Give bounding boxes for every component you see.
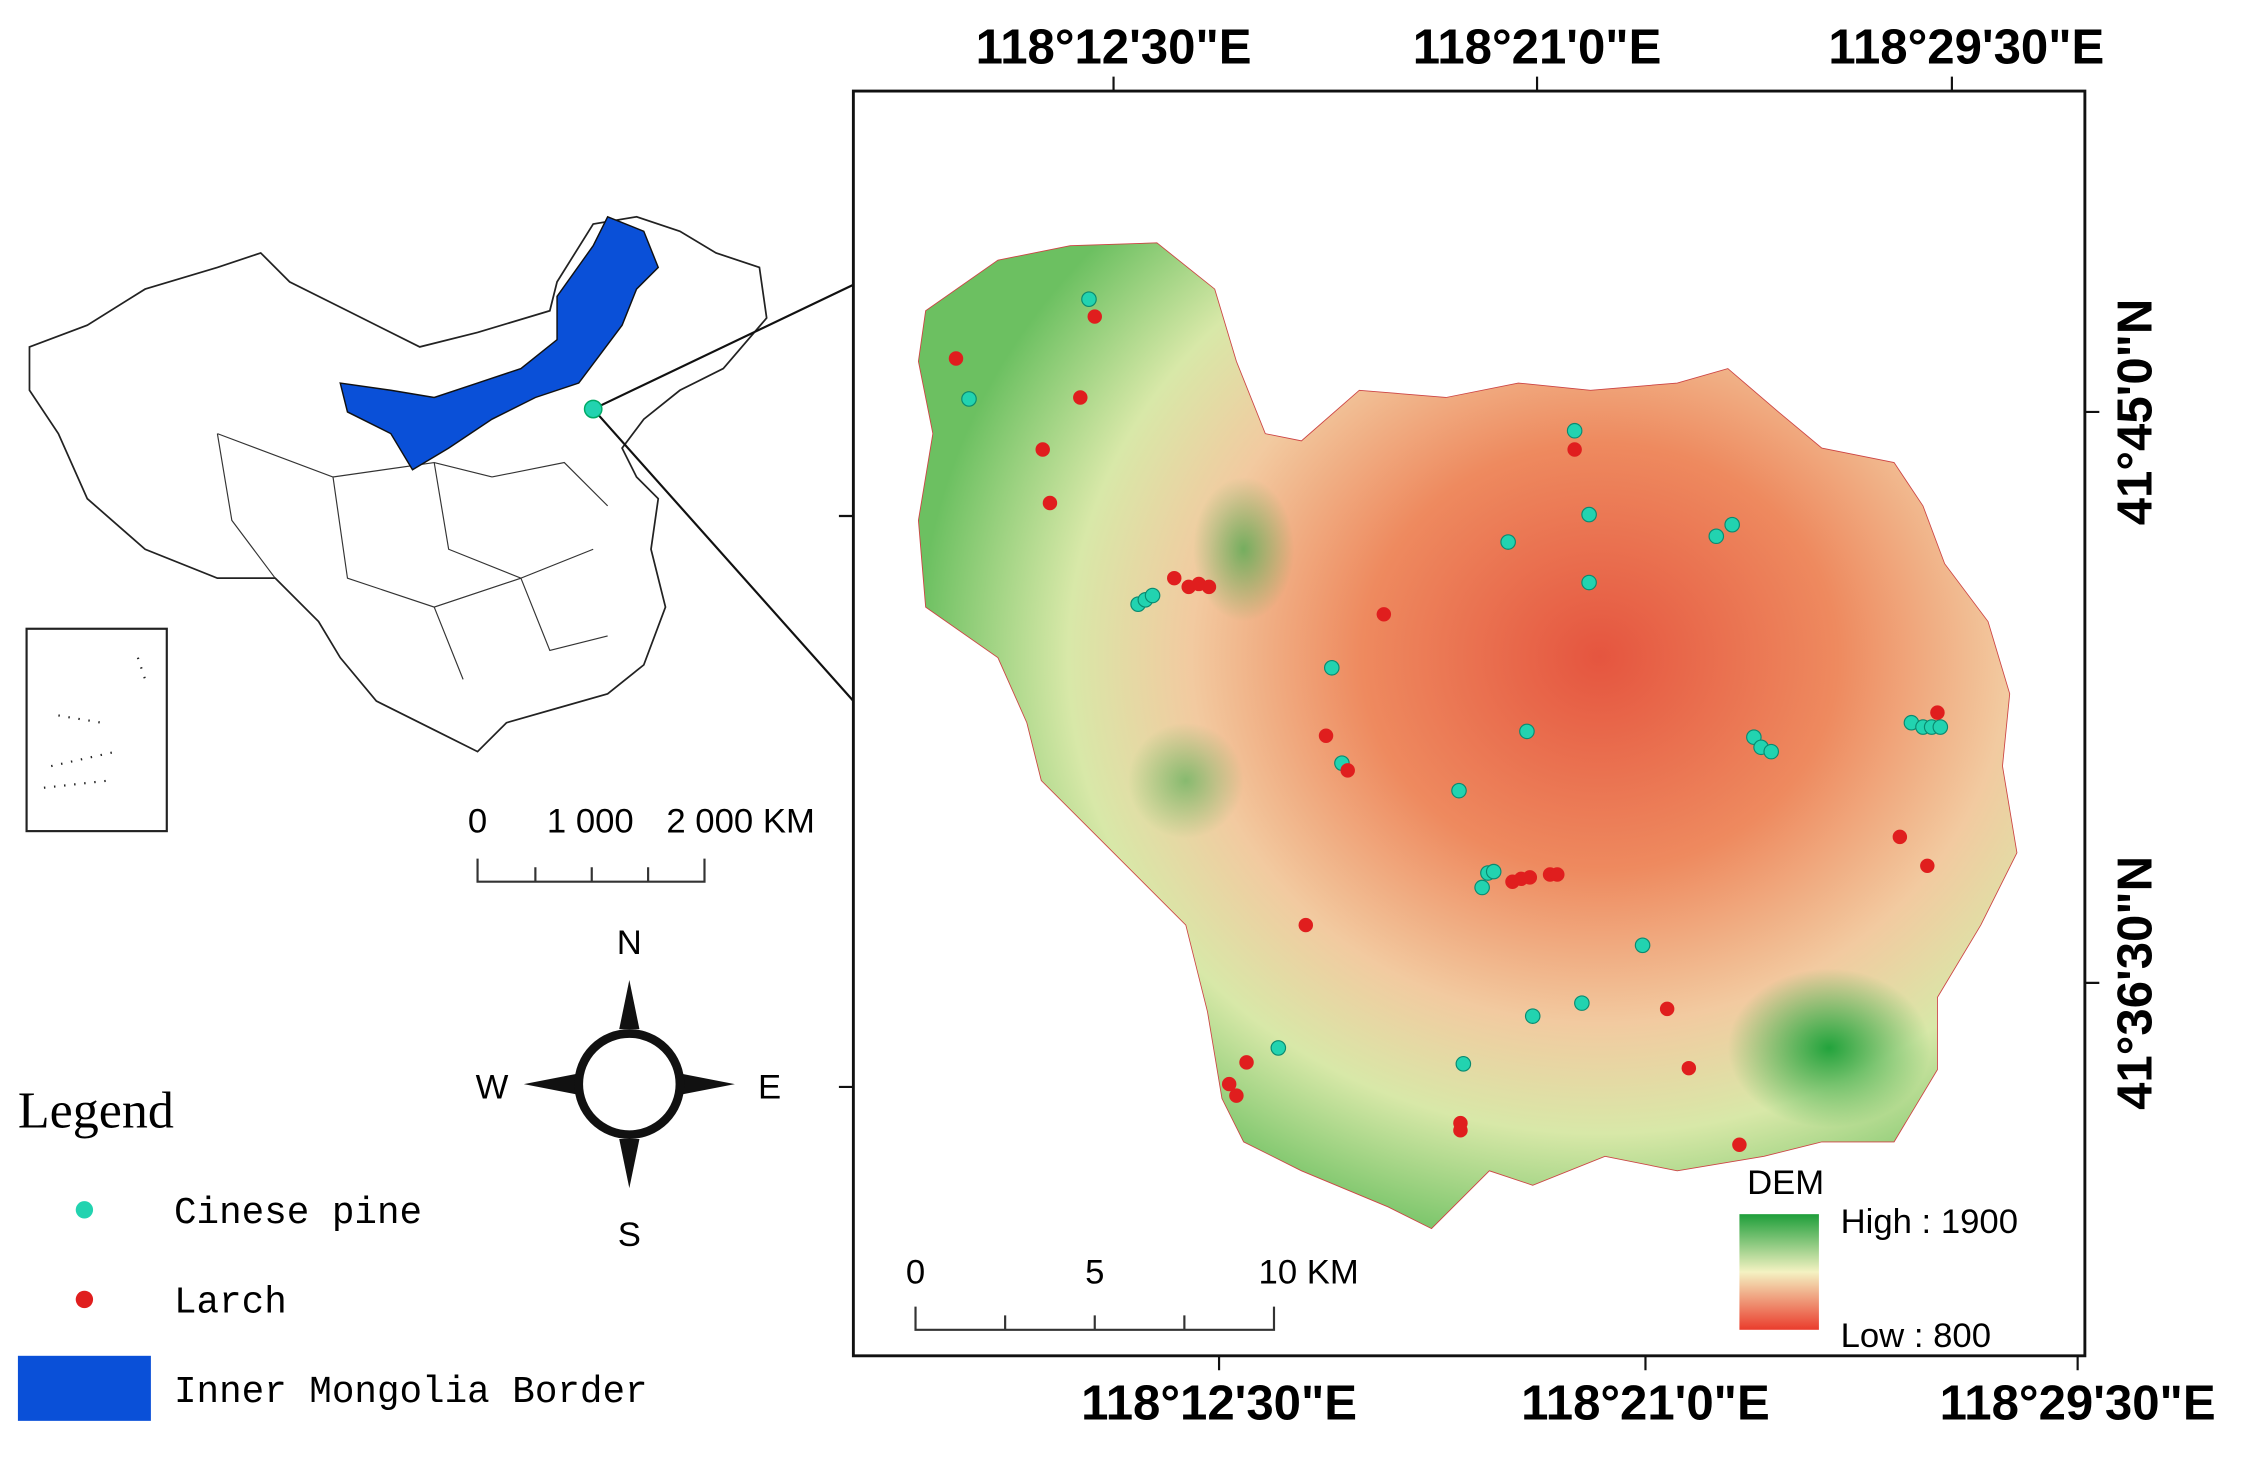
- scale-label: 5: [1085, 1254, 1104, 1292]
- compass-label: W: [476, 1069, 509, 1107]
- compass-label: N: [617, 924, 642, 962]
- legend-symbol: [17, 1355, 151, 1421]
- scale-label: 10 KM: [1259, 1254, 1359, 1292]
- compass-label: E: [758, 1069, 781, 1107]
- pine-point: [1451, 782, 1467, 799]
- pine-point: [1566, 422, 1583, 439]
- pine-point: [1574, 995, 1590, 1011]
- pine-point: [1581, 574, 1597, 591]
- longitude-label: 118°29'30"E: [1828, 21, 2104, 75]
- larch-point: [1229, 1088, 1244, 1103]
- pine-point: [1524, 1008, 1541, 1024]
- scale-bar: [914, 1306, 1276, 1331]
- latitude-label: 41°36'30"N: [2108, 856, 2162, 1110]
- larch-point: [1930, 705, 1945, 720]
- dem-low: Low : 800: [1841, 1317, 1991, 1355]
- larch-point: [948, 351, 964, 366]
- longitude-label: 118°12'30"E: [1081, 1376, 1357, 1430]
- pine-point: [1708, 528, 1725, 545]
- larch-point: [1567, 442, 1582, 457]
- compass-label: S: [618, 1216, 641, 1254]
- larch-point: [1550, 867, 1565, 882]
- study-area-location: [583, 399, 603, 419]
- larch-point: [1892, 829, 1908, 845]
- legend-symbol: [75, 1201, 94, 1219]
- latitude-label: 41°45'0"N: [2108, 299, 2162, 526]
- larch-point: [1659, 1001, 1675, 1017]
- pine-point: [1324, 659, 1340, 676]
- larch-point: [1073, 390, 1088, 405]
- scale-label: 1 000: [547, 803, 634, 841]
- larch-point: [1298, 917, 1314, 933]
- larch-point: [1042, 495, 1058, 511]
- province-lines: [216, 433, 609, 680]
- legend-label: Larch: [174, 1282, 287, 1324]
- larch-point: [1681, 1060, 1697, 1076]
- watershed-dem: [917, 242, 2018, 1230]
- dem-title: DEM: [1747, 1164, 1824, 1202]
- compass: [523, 980, 735, 1189]
- pine-point: [1144, 587, 1161, 604]
- larch-point: [1221, 1076, 1237, 1092]
- larch-point: [1920, 858, 1935, 874]
- legend-symbol: [75, 1290, 94, 1309]
- pine-point: [1932, 719, 1949, 735]
- pine-point: [1485, 863, 1502, 880]
- longitude-label: 118°12'30"E: [976, 21, 1252, 75]
- scale-label: 0: [906, 1254, 925, 1292]
- larch-point: [1035, 442, 1050, 457]
- inner-mongolia: [339, 215, 660, 471]
- dem-highland: [1128, 722, 1244, 839]
- pine-point: [1500, 534, 1516, 550]
- connector-line: [592, 408, 855, 702]
- legend-title: Legend: [18, 1082, 174, 1139]
- pine-point: [1270, 1040, 1287, 1056]
- longitude-label: 118°21'0"E: [1521, 1376, 1770, 1430]
- larch-point: [1318, 728, 1334, 743]
- scale-bar: [476, 858, 706, 883]
- larch-point: [1340, 763, 1355, 778]
- dem-high: High : 1900: [1841, 1203, 2018, 1241]
- pine-point: [1474, 879, 1490, 896]
- south-sea-inset: [25, 627, 168, 833]
- sample-points: [948, 291, 1949, 1153]
- pine-point: [1724, 516, 1740, 533]
- larch-point: [1522, 870, 1538, 885]
- legend-label: Cinese pine: [174, 1193, 422, 1235]
- longitude-label: 118°29'30"E: [1940, 1376, 2216, 1430]
- longitude-label: 118°21'0"E: [1413, 21, 1662, 75]
- scale-label: 0: [468, 803, 487, 841]
- pine-point: [1455, 1056, 1472, 1072]
- legend: Cinese pine Larch Inner Mongolia Border: [17, 1193, 648, 1421]
- dem-color-ramp: [1739, 1214, 1819, 1330]
- pine-point: [1634, 937, 1651, 954]
- scale-label: 2 000 KM: [666, 803, 814, 841]
- pine-point: [1081, 291, 1097, 308]
- legend-label: Inner Mongolia Border: [174, 1372, 648, 1414]
- pine-point: [961, 391, 977, 407]
- dem-highland: [1727, 968, 1931, 1128]
- pine-point: [1519, 723, 1535, 740]
- larch-point: [1453, 1123, 1468, 1138]
- larch-point: [1376, 607, 1392, 622]
- larch-point: [1167, 570, 1182, 586]
- pine-point: [1763, 743, 1780, 760]
- connector-line: [592, 283, 854, 411]
- larch-point: [1087, 309, 1102, 324]
- pine-point: [1581, 506, 1597, 523]
- larch-point: [1201, 579, 1217, 595]
- larch-point: [1732, 1137, 1747, 1153]
- dem-highland: [1193, 476, 1295, 622]
- frame-ticks: [838, 76, 2100, 1371]
- larch-point: [1239, 1055, 1254, 1070]
